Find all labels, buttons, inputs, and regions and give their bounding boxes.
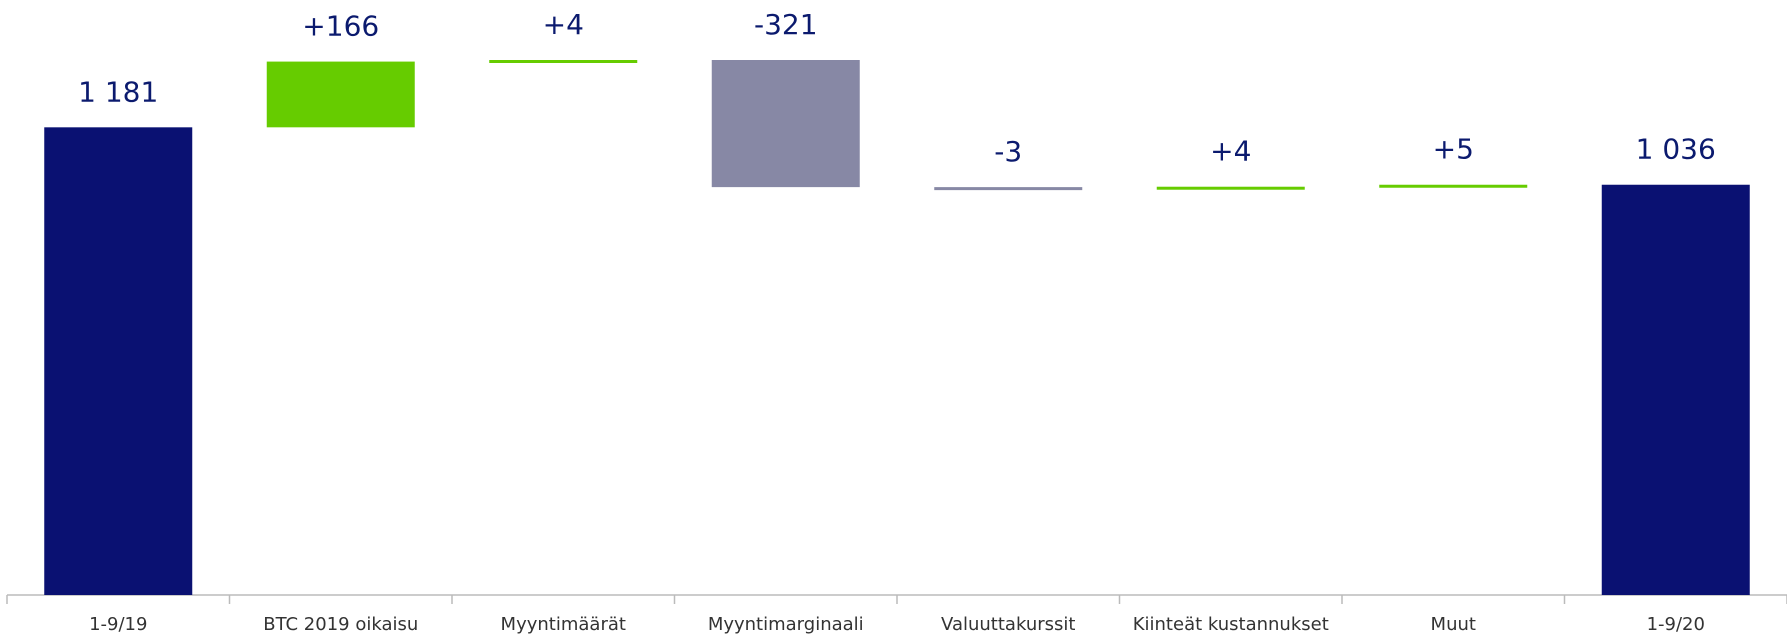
x-tick-label: Muut	[1431, 614, 1476, 635]
value-label: +4	[543, 8, 584, 41]
value-label: +4	[1210, 135, 1251, 168]
bar	[44, 127, 193, 596]
bar	[1156, 186, 1305, 190]
x-tick-label: Myyntimarginaali	[708, 614, 864, 635]
bar	[711, 60, 860, 188]
x-tick-label: Kiinteät kustannukset	[1133, 614, 1329, 635]
bar	[266, 61, 415, 128]
x-tick-label: 1-9/19	[89, 614, 147, 635]
x-tick-label: Myyntimäärät	[501, 614, 626, 635]
bar	[1601, 184, 1750, 595]
x-tick-label: Valuuttakurssit	[941, 614, 1075, 635]
bar	[934, 187, 1083, 191]
x-tick-label: BTC 2019 oikaisu	[263, 614, 418, 635]
bar	[489, 60, 638, 63]
value-label: +5	[1433, 133, 1474, 166]
x-tick-label: 1-9/20	[1647, 614, 1705, 635]
bar	[1379, 184, 1528, 188]
value-label: +166	[302, 10, 379, 43]
value-label: -321	[754, 8, 818, 41]
value-label: -3	[994, 135, 1022, 168]
value-label: 1 181	[78, 75, 158, 108]
value-label: 1 036	[1636, 133, 1716, 166]
